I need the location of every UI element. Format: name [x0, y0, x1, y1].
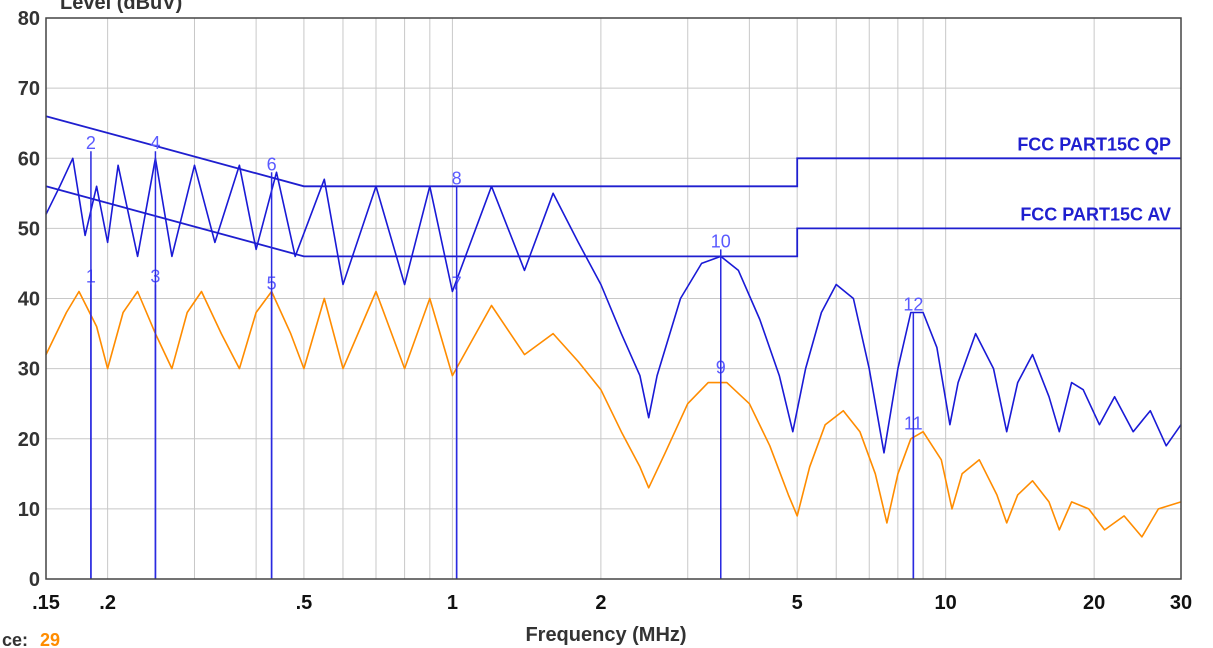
peak-markers: 123456789101112: [86, 133, 923, 579]
limit-line: [45, 115, 1181, 188]
y-tick-label: 40: [18, 289, 40, 311]
y-tick-label: 70: [18, 78, 40, 100]
limit-line: [45, 185, 1181, 258]
x-axis-title: Frequency (MHz): [525, 624, 686, 646]
y-axis-title: Level (dBuV): [60, 0, 182, 14]
x-tick-label: .2: [99, 592, 116, 614]
x-tick-label: 10: [935, 592, 957, 614]
x-tick-label: .15: [32, 592, 60, 614]
qp-trace: [45, 157, 1182, 454]
marker-label: 8: [452, 168, 462, 188]
y-tick-label: 0: [29, 569, 40, 591]
y-tick-label: 60: [18, 148, 40, 170]
marker-label: 6: [267, 154, 277, 174]
av-trace: [45, 290, 1182, 538]
y-tick-label: 20: [18, 429, 40, 451]
limit-label: FCC PART15C AV: [1020, 204, 1171, 224]
plot-frame: [45, 17, 1182, 580]
marker-label: 10: [711, 231, 731, 251]
data-traces: [45, 157, 1182, 538]
footer-label: ce:: [2, 630, 28, 648]
marker-label: 12: [903, 295, 923, 315]
y-tick-label: 80: [18, 8, 40, 30]
x-tick-label: 20: [1083, 592, 1105, 614]
x-tick-label: 5: [792, 592, 803, 614]
y-tick-label: 50: [18, 218, 40, 240]
marker-label: 2: [86, 133, 96, 153]
x-tick-label: .5: [296, 592, 313, 614]
marker-label: 4: [150, 133, 160, 153]
grid-lines: [46, 17, 1182, 580]
limit-label: FCC PART15C QP: [1017, 134, 1171, 154]
x-tick-label: 30: [1170, 592, 1192, 614]
footer-value: 29: [40, 630, 60, 648]
y-tick-label: 30: [18, 359, 40, 381]
x-tick-label: 1: [447, 592, 458, 614]
x-tick-label: 2: [595, 592, 606, 614]
y-tick-label: 10: [18, 499, 40, 521]
limit-lines: FCC PART15C QP FCC PART15C AV: [45, 115, 1181, 258]
